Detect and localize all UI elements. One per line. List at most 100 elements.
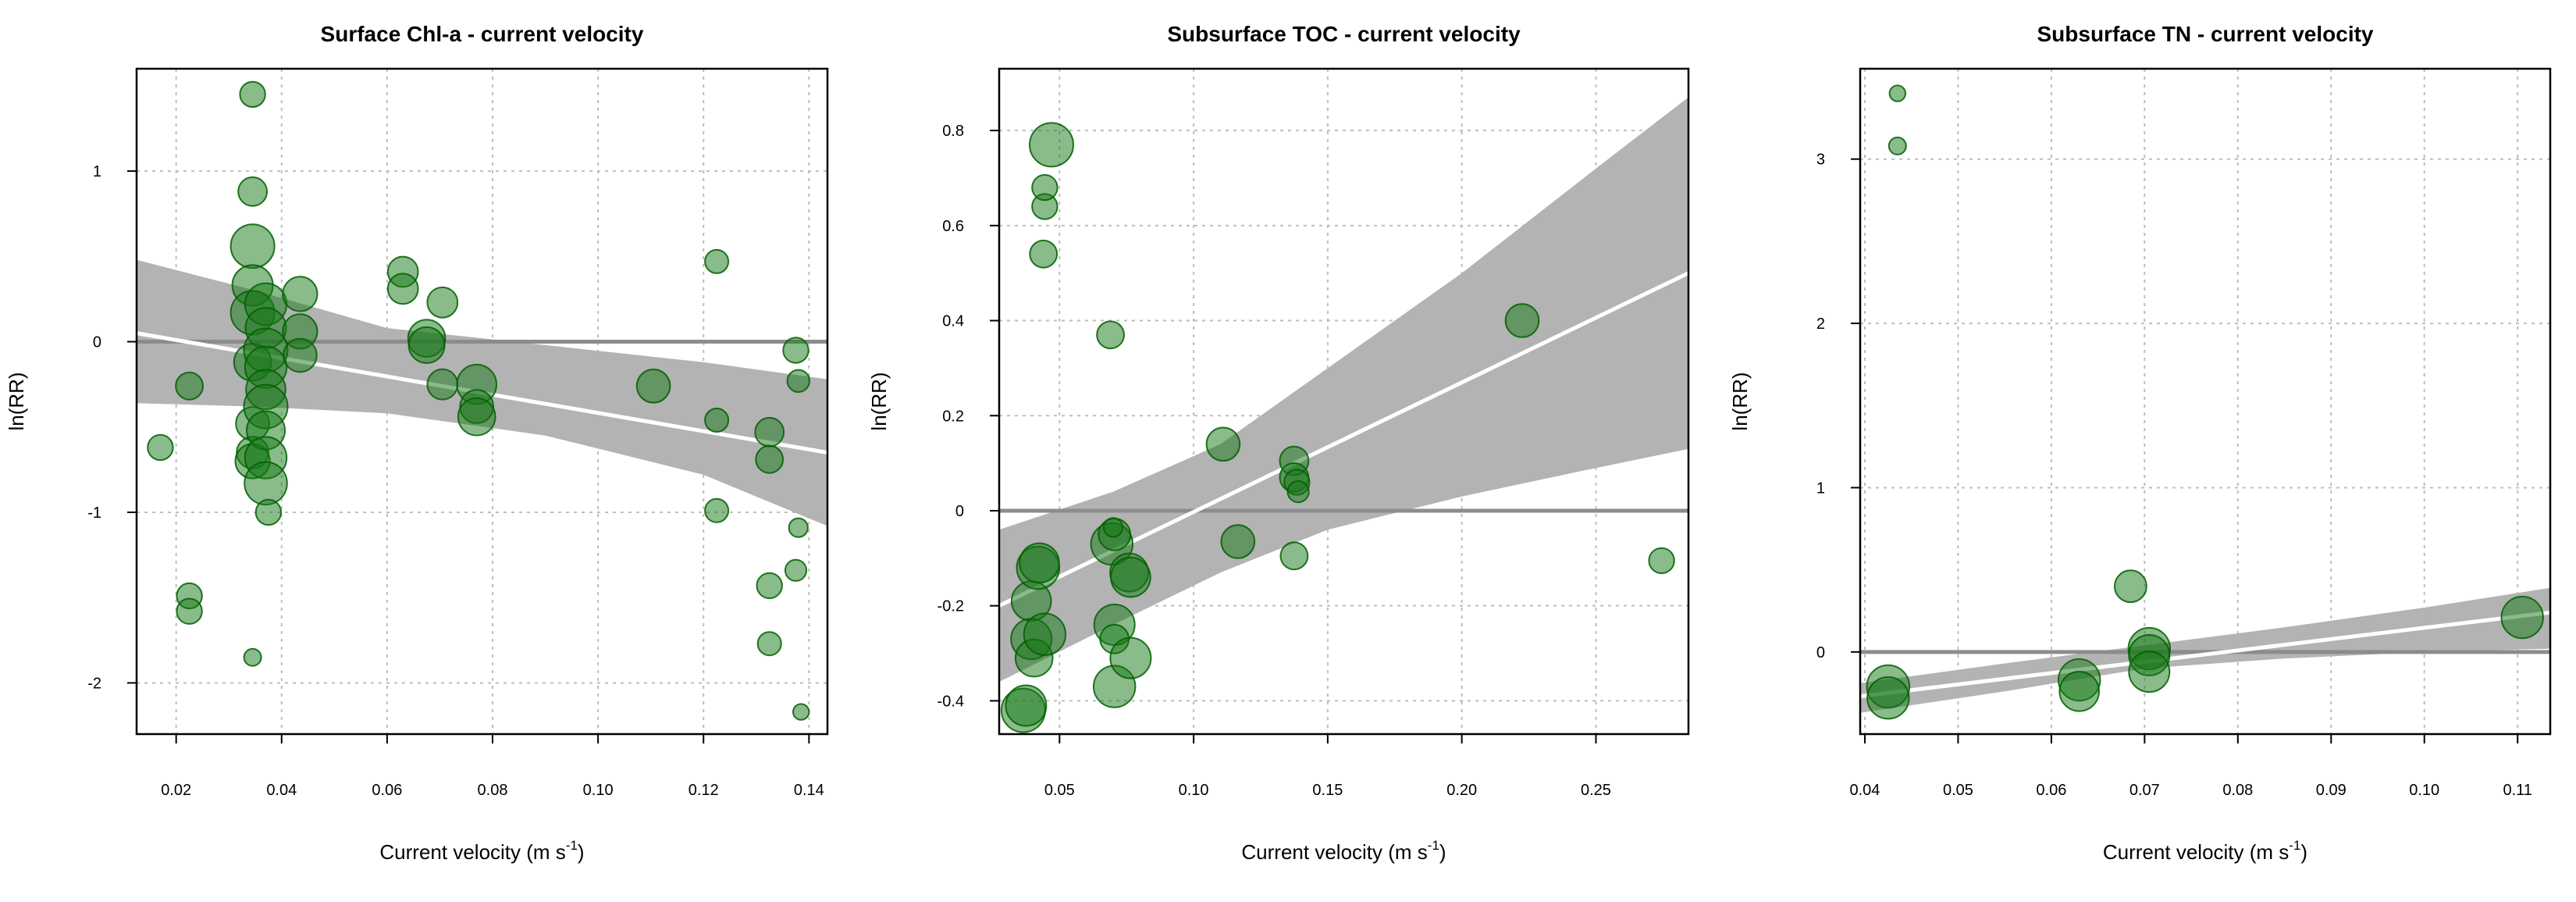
y-tick-label: 3 <box>1816 152 1825 169</box>
data-point <box>1888 84 1907 102</box>
data-point <box>755 444 785 474</box>
data-point <box>704 248 730 274</box>
data-point <box>1102 517 1124 538</box>
data-point <box>1109 636 1152 679</box>
x-tick-label: 0.05 <box>1044 782 1075 799</box>
ticks-layer: 0.04 0.05 0.06 0.07 0.08 0.09 0.10 0.11 3 2 1 0 <box>1816 152 2532 799</box>
x-tick-label: 0.09 <box>2316 782 2347 799</box>
y-tick-label: 0.8 <box>942 123 964 140</box>
plot-frame <box>135 67 829 736</box>
x-tick-label: 0.04 <box>266 782 297 799</box>
panel-subsurface-tn: Subsurface TN - current velocity 0.04 0.0… <box>1728 22 2552 864</box>
ticks-layer: 0.05 0.10 0.15 0.20 0.250.80.60.40.20-0.2-0.… <box>938 123 1611 799</box>
x-tick-label: 0.20 <box>1446 782 1477 799</box>
data-point <box>1031 173 1059 201</box>
regression-line <box>1859 610 2551 699</box>
confidence-band <box>999 97 1688 683</box>
y-tick-label: 0 <box>1816 644 1825 661</box>
data-point <box>1279 541 1309 571</box>
plot-frame <box>1859 67 2552 736</box>
x-tick-label: 0.10 <box>583 782 614 799</box>
x-axis-label: Current velocity (m s-1) <box>1241 838 1446 864</box>
x-axis-label-sup: -1 <box>566 838 578 853</box>
x-tick-label: 0.04 <box>1850 782 1880 799</box>
data-point <box>1888 136 1907 155</box>
data-point <box>784 558 808 582</box>
data-point <box>2114 569 2147 604</box>
data-point <box>426 368 459 401</box>
data-point <box>756 572 783 600</box>
data-point <box>282 276 318 312</box>
data-point <box>1110 556 1151 598</box>
data-point <box>1205 426 1241 462</box>
data-point <box>147 433 174 462</box>
data-point <box>1029 239 1059 269</box>
data-point <box>1286 480 1310 504</box>
x-tick-label: 0.05 <box>1943 782 1973 799</box>
x-axis-label-close: ) <box>578 840 585 864</box>
panel-title: Subsurface TOC - current velocity <box>1167 22 1521 46</box>
data-point <box>2058 671 2100 712</box>
panel-title: Surface Chl-a - current velocity <box>321 22 644 46</box>
x-tick-label: 0.06 <box>2036 782 2066 799</box>
data-point <box>386 273 419 305</box>
y-tick-label: 0 <box>93 334 101 351</box>
data-point <box>457 397 496 437</box>
data-point <box>754 416 785 447</box>
data-point <box>788 517 809 538</box>
x-tick-label: 0.10 <box>2409 782 2439 799</box>
data-point <box>2500 595 2544 640</box>
x-axis-label-sup: -1 <box>1428 838 1439 853</box>
data-point <box>782 337 809 364</box>
data-point <box>704 408 730 433</box>
y-tick-label: 2 <box>1816 316 1825 333</box>
data-point <box>229 223 276 269</box>
data-point <box>1220 524 1256 559</box>
x-tick-label: 0.14 <box>794 782 824 799</box>
data-point <box>1866 676 1910 720</box>
data-point <box>786 369 810 393</box>
x-tick-label: 0.02 <box>161 782 191 799</box>
y-tick-label: 0.4 <box>942 313 964 330</box>
data-point <box>254 498 283 526</box>
x-tick-label: 0.25 <box>1581 782 1611 799</box>
x-axis-label-close: ) <box>1439 840 1446 864</box>
data-point <box>283 337 318 373</box>
y-tick-label: -0.2 <box>938 598 964 615</box>
data-point <box>175 371 205 401</box>
data-point <box>2128 651 2171 693</box>
y-tick-label: -2 <box>87 675 101 692</box>
data-point <box>756 631 782 657</box>
x-axis-label: Current velocity (m s-1) <box>379 838 584 864</box>
x-tick-label: 0.06 <box>372 782 402 799</box>
x-tick-label: 0.10 <box>1179 782 1209 799</box>
x-tick-label: 0.08 <box>478 782 508 799</box>
x-axis-label-main: Current velocity (m s <box>2103 840 2289 864</box>
band-layer <box>1859 587 2551 713</box>
y-axis-label: ln(RR) <box>5 372 28 430</box>
data-point <box>1019 542 1060 584</box>
data-point <box>426 286 459 319</box>
x-axis-label-sup: -1 <box>2289 838 2300 853</box>
y-tick-label: 0 <box>955 503 964 520</box>
data-point <box>239 80 266 109</box>
y-tick-label: 0.6 <box>942 218 964 235</box>
x-tick-label: 0.07 <box>2129 782 2160 799</box>
x-tick-label: 0.12 <box>688 782 719 799</box>
data-point <box>635 369 671 404</box>
panel-title: Subsurface TN - current velocity <box>2037 22 2373 46</box>
data-point <box>237 176 269 207</box>
y-tick-label: 1 <box>1816 480 1825 497</box>
y-tick-label: 0.2 <box>942 408 964 425</box>
panel-surface-chla: Surface Chl-a - current velocity 0.02 0.0… <box>5 22 829 864</box>
data-point <box>1005 684 1048 727</box>
x-axis-label-main: Current velocity (m s <box>1241 840 1427 864</box>
y-tick-label: -1 <box>87 504 101 522</box>
data-point <box>1029 122 1074 168</box>
data-point <box>704 497 730 523</box>
data-point <box>792 703 810 721</box>
y-axis-label: ln(RR) <box>1728 372 1752 430</box>
points-layer <box>147 80 810 721</box>
